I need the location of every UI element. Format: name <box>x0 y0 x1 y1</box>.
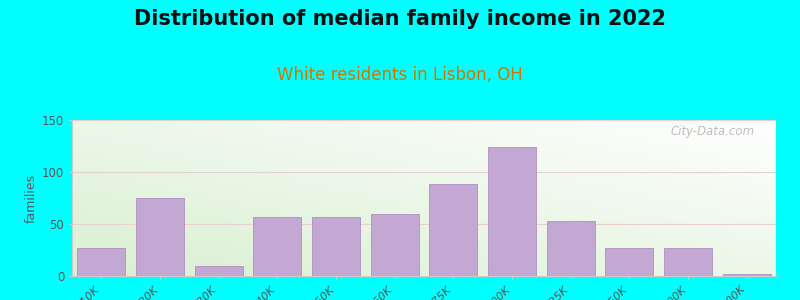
Bar <box>664 248 712 276</box>
Bar <box>194 266 242 276</box>
Bar <box>370 214 418 276</box>
Bar <box>254 217 302 276</box>
Bar <box>430 184 478 276</box>
Bar <box>722 274 770 276</box>
Text: White residents in Lisbon, OH: White residents in Lisbon, OH <box>277 66 523 84</box>
Text: City-Data.com: City-Data.com <box>670 125 755 138</box>
Y-axis label: families: families <box>25 173 38 223</box>
Text: Distribution of median family income in 2022: Distribution of median family income in … <box>134 9 666 29</box>
Bar <box>312 217 360 276</box>
Bar <box>546 221 594 276</box>
Bar <box>136 198 184 276</box>
Bar <box>606 248 654 276</box>
Bar <box>488 147 536 276</box>
Bar <box>78 248 126 276</box>
